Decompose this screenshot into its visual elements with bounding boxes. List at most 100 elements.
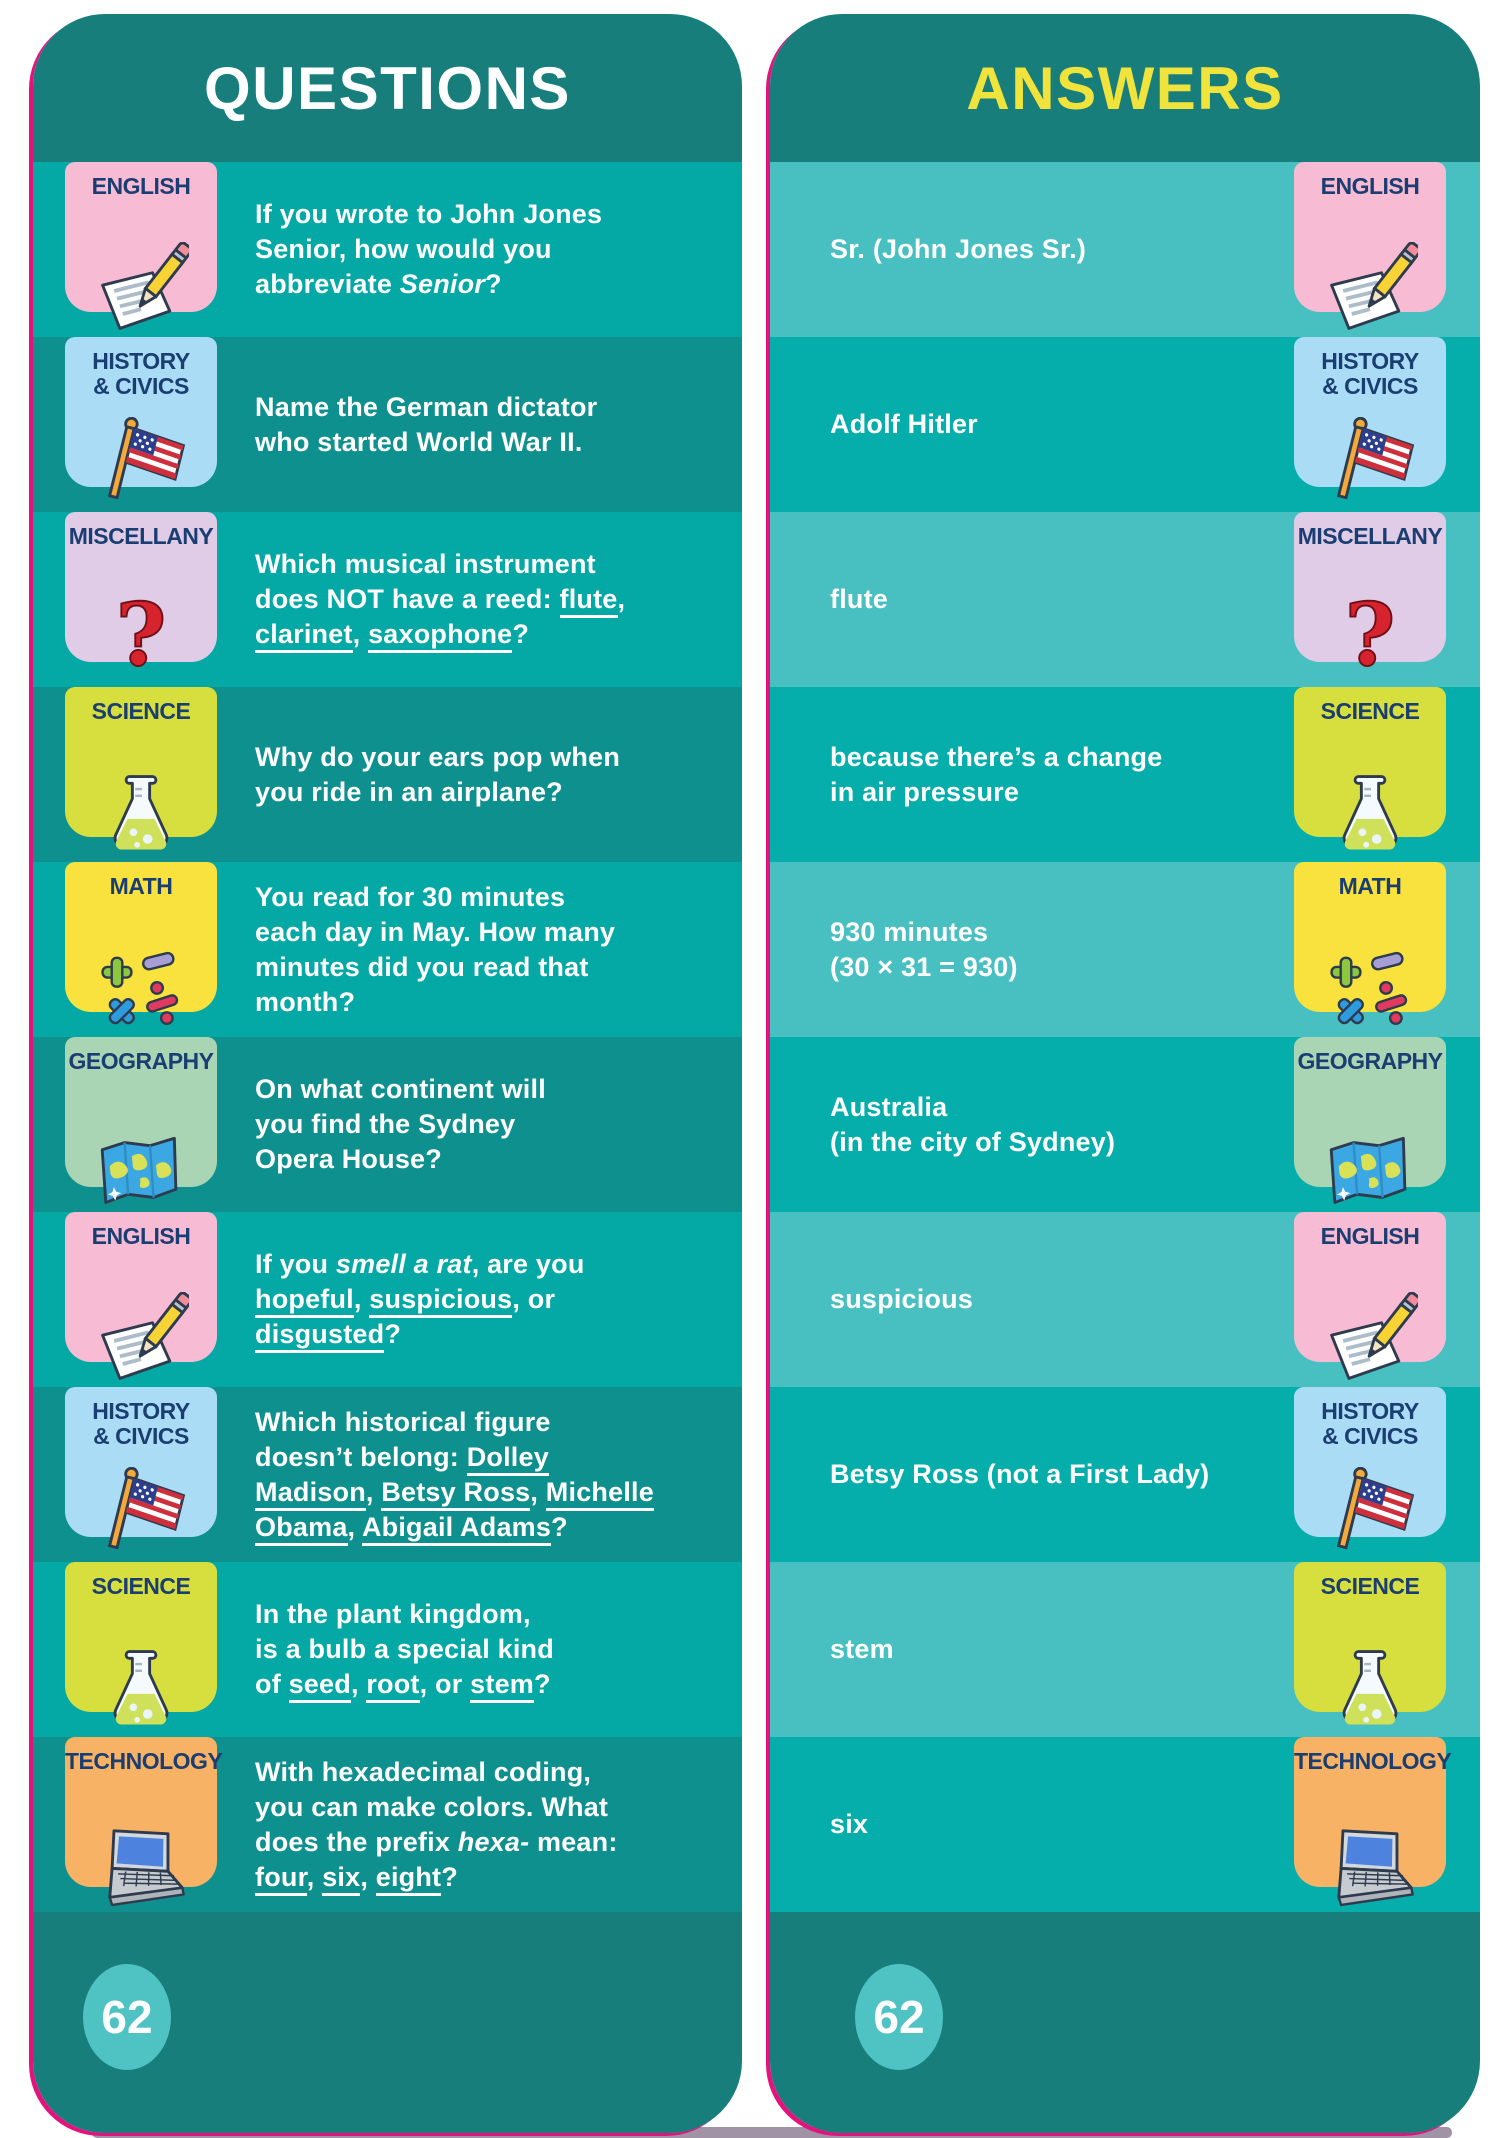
category-badge-english: ENGLISH [65,1212,217,1380]
page-number-badge: 62 [83,1964,171,2070]
questions-rows: ENGLISH If you wrote to John Jones Senior… [33,162,742,1912]
card-row: HISTORY & CIVICS Which historical figure d… [33,1387,742,1562]
card-row: GEOGRAPHY Australia (in the city of Sydne… [770,1037,1480,1212]
category-label: HISTORY & CIVICS [92,348,190,399]
card-row: SCIENCE Why do your ears pop when you rid… [33,687,742,862]
category-badge-history: HISTORY & CIVICS [65,1387,217,1550]
card-row: MISCELLANY ? flute [770,512,1480,687]
category-label: GEOGRAPHY [68,1048,214,1074]
card-row: MATH You read for 30 minutes each day in … [33,862,742,1037]
category-label: SCIENCE [91,1573,191,1599]
answer-text: Betsy Ross (not a First Lady) [830,1459,1210,1489]
category-label: HISTORY & CIVICS [1321,1398,1419,1449]
category-label: MATH [109,873,173,899]
category-badge-history: HISTORY & CIVICS [65,337,217,500]
laptop-icon [1322,1817,1418,1913]
category-badge-history: HISTORY & CIVICS [1294,1387,1446,1550]
answers-header: ANSWERS [770,14,1480,162]
answer-text: stem [830,1634,894,1664]
category-label: MISCELLANY [1297,523,1443,549]
questions-header: QUESTIONS [33,14,742,162]
category-label: GEOGRAPHY [1297,1048,1443,1074]
map-icon [1322,1117,1418,1213]
card-row: SCIENCE In the plant kingdom, is a bulb a… [33,1562,742,1737]
category-label: SCIENCE [1320,698,1420,724]
category-label: HISTORY & CIVICS [92,1398,190,1449]
us-flag-icon [93,417,189,513]
category-badge-technology: TECHNOLOGY [1294,1737,1452,1907]
us-flag-icon [1322,1467,1418,1563]
svg-text:?: ? [116,592,167,686]
question-text: Which musical instrument does NOT have a … [255,547,625,653]
card-row: MATH 930 minutes (30 × 31 = 930) [770,862,1480,1037]
question-mark-icon: ? [93,592,189,688]
answer-text: Sr. (John Jones Sr.) [830,234,1087,264]
answers-footer: 62 [770,1912,1480,2133]
page-number-badge: 62 [855,1964,943,2070]
card-row: HISTORY & CIVICS Betsy Ross (not a First … [770,1387,1480,1562]
answer-text: suspicious [830,1284,974,1314]
answers-title: ANSWERS [966,54,1284,122]
category-badge-english: ENGLISH [65,162,217,330]
card-row: HISTORY & CIVICS Name the German dictator… [33,337,742,512]
category-label: SCIENCE [91,698,191,724]
category-badge-math: MATH [65,862,217,1026]
category-badge-english: ENGLISH [1294,1212,1446,1380]
flask-icon [93,1642,189,1738]
card-row: ENGLISH If you smell a rat, are you hopef… [33,1212,742,1387]
svg-text:?: ? [1345,592,1396,686]
flask-icon [93,767,189,863]
category-label: TECHNOLOGY [65,1748,223,1774]
answer-text: Adolf Hitler [830,409,978,439]
question-text: With hexadecimal coding, you can make col… [255,1755,618,1896]
card-row: ENGLISH Sr. (John Jones Sr.) [770,162,1480,337]
question-text: Which historical figure doesn’t belong: D… [255,1405,654,1546]
card-row: SCIENCE because there’s a change in air p… [770,687,1480,862]
math-symbols-icon [1322,942,1418,1038]
answers-card: ANSWERS ENGLISH Sr. (John Jones Sr.) HIS… [770,14,1480,2133]
questions-footer: 62 [33,1912,742,2133]
category-badge-miscellany: MISCELLANY ? [65,512,217,687]
question-text: If you wrote to John Jones Senior, how wo… [255,199,603,299]
card-row: MISCELLANY ? Which musical instrument doe… [33,512,742,687]
category-badge-science: SCIENCE [1294,1562,1446,1725]
question-text: You read for 30 minutes each day in May. … [255,881,616,1017]
math-symbols-icon [93,942,189,1038]
us-flag-icon [93,1467,189,1563]
card-row: TECHNOLOGY six [770,1737,1480,1912]
answers-rows: ENGLISH Sr. (John Jones Sr.) HISTORY & CI… [770,162,1480,1912]
question-text: On what continent will you find the Sydne… [255,1074,546,1174]
category-badge-science: SCIENCE [1294,687,1446,850]
answer-text: because there’s a change in air pressure [830,741,1163,807]
category-badge-miscellany: MISCELLANY ? [1294,512,1446,687]
question-text: Name the German dictator who started Worl… [255,391,598,457]
answer-text: six [830,1809,869,1839]
laptop-icon [93,1817,189,1913]
category-label: MISCELLANY [68,523,214,549]
category-badge-english: ENGLISH [1294,162,1446,330]
category-badge-math: MATH [1294,862,1446,1026]
question-text: Why do your ears pop when you ride in an … [255,741,621,807]
category-label: TECHNOLOGY [1294,1748,1452,1774]
card-row: SCIENCE stem [770,1562,1480,1737]
category-label: MATH [1338,873,1402,899]
question-text: In the plant kingdom, is a bulb a special… [255,1597,554,1703]
card-row: ENGLISH suspicious [770,1212,1480,1387]
category-label: ENGLISH [91,173,191,199]
flask-icon [1322,767,1418,863]
category-badge-history: HISTORY & CIVICS [1294,337,1446,500]
card-row: GEOGRAPHY On what continent will you find… [33,1037,742,1212]
card-row: HISTORY & CIVICS Adolf Hitler [770,337,1480,512]
category-label: ENGLISH [1320,173,1420,199]
category-badge-science: SCIENCE [65,687,217,850]
answer-text: 930 minutes (30 × 31 = 930) [830,916,1018,982]
card-row: TECHNOLOGY With hexadecimal coding, you c… [33,1737,742,1912]
map-icon [93,1117,189,1213]
category-label: SCIENCE [1320,1573,1420,1599]
paper-pencil-icon [93,1292,189,1388]
category-label: ENGLISH [1320,1223,1420,1249]
paper-pencil-icon [1322,242,1418,338]
category-badge-geography: GEOGRAPHY [65,1037,217,1204]
answer-text: flute [830,584,888,614]
